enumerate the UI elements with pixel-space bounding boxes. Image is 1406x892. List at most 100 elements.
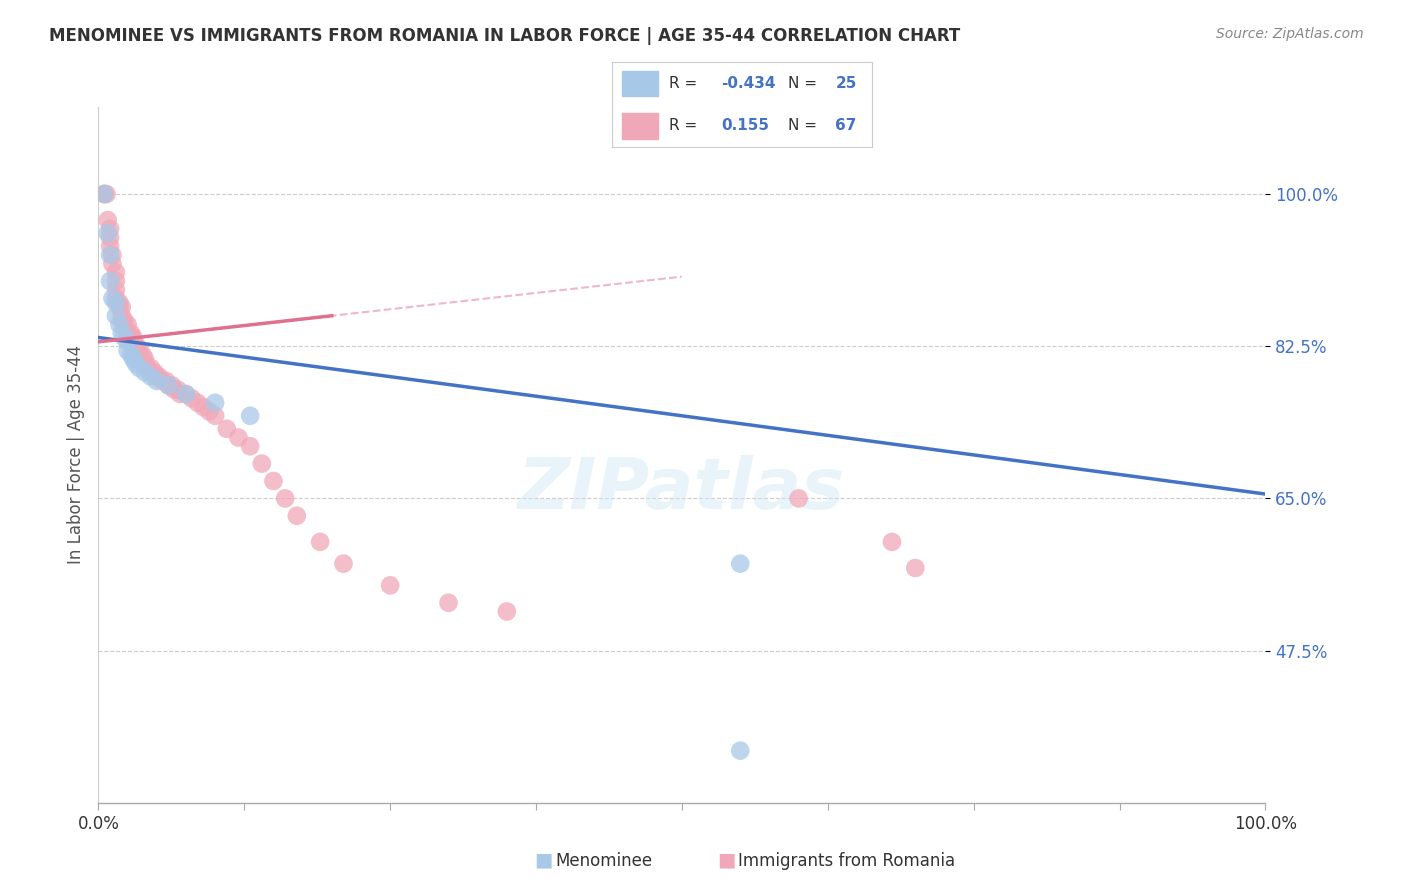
Point <box>155 374 177 388</box>
Point <box>143 365 166 379</box>
Point <box>98 274 121 288</box>
Point <box>111 313 134 327</box>
Point <box>730 744 752 758</box>
Y-axis label: In Labor Force | Age 35-44: In Labor Force | Age 35-44 <box>66 345 84 565</box>
Point <box>120 326 142 340</box>
Point <box>125 339 148 353</box>
Point <box>215 422 238 436</box>
Text: 67: 67 <box>835 119 856 134</box>
Point <box>157 378 180 392</box>
Point <box>193 400 215 414</box>
Point <box>111 300 134 314</box>
Point <box>111 326 134 340</box>
Text: ZIPatlas: ZIPatlas <box>519 455 845 524</box>
Point <box>262 474 284 488</box>
Point <box>104 265 127 279</box>
Point <box>93 186 115 201</box>
Point <box>108 295 131 310</box>
Point <box>117 318 139 332</box>
Point <box>163 383 186 397</box>
Text: 25: 25 <box>835 76 856 91</box>
Point <box>146 369 169 384</box>
Point <box>139 369 162 384</box>
Text: Immigrants from Romania: Immigrants from Romania <box>738 852 955 870</box>
Point <box>101 256 124 270</box>
Text: -0.434: -0.434 <box>721 76 775 91</box>
Point <box>122 352 145 367</box>
Point <box>166 383 188 397</box>
Point <box>104 295 127 310</box>
Point <box>136 360 159 375</box>
Point <box>904 561 927 575</box>
Text: N =: N = <box>789 76 823 91</box>
Point <box>93 186 115 201</box>
Point <box>128 360 150 375</box>
Point <box>132 348 155 362</box>
Point <box>134 357 156 371</box>
Point <box>104 274 127 288</box>
Point <box>98 248 121 262</box>
Point <box>157 378 180 392</box>
Point <box>97 226 120 240</box>
Point <box>101 248 124 262</box>
Text: 0.155: 0.155 <box>721 119 769 134</box>
Point <box>134 365 156 379</box>
Point <box>98 221 121 235</box>
Point <box>285 508 308 523</box>
Point <box>380 578 402 592</box>
Point <box>112 313 135 327</box>
Point <box>174 387 197 401</box>
Point <box>125 357 148 371</box>
Point <box>104 309 127 323</box>
Point <box>93 186 115 201</box>
Text: Source: ZipAtlas.com: Source: ZipAtlas.com <box>1216 27 1364 41</box>
Point <box>496 605 519 619</box>
Point <box>228 430 250 444</box>
Point <box>198 404 221 418</box>
Point <box>787 491 810 506</box>
Point <box>187 395 209 409</box>
Point <box>122 334 145 349</box>
Point <box>169 387 191 401</box>
Point <box>128 343 150 358</box>
Point <box>250 457 273 471</box>
Point <box>101 291 124 305</box>
Point <box>120 330 142 344</box>
Point <box>96 186 118 201</box>
Point <box>122 339 145 353</box>
Point <box>274 491 297 506</box>
Point <box>180 392 202 406</box>
Point <box>98 239 121 253</box>
Text: N =: N = <box>789 119 823 134</box>
Bar <box>621 113 658 139</box>
Point <box>309 534 332 549</box>
Point <box>117 326 139 340</box>
Bar <box>621 71 658 96</box>
Point <box>437 596 460 610</box>
Point <box>134 352 156 367</box>
Point <box>117 334 139 349</box>
Text: ■: ■ <box>534 851 553 870</box>
Point <box>148 369 170 384</box>
Point <box>204 395 226 409</box>
Point <box>139 365 162 379</box>
Text: MENOMINEE VS IMMIGRANTS FROM ROMANIA IN LABOR FORCE | AGE 35-44 CORRELATION CHAR: MENOMINEE VS IMMIGRANTS FROM ROMANIA IN … <box>49 27 960 45</box>
Point <box>174 387 197 401</box>
Point <box>104 291 127 305</box>
Point <box>160 378 183 392</box>
Point <box>108 300 131 314</box>
Point <box>108 318 131 332</box>
Point <box>128 348 150 362</box>
Point <box>98 230 121 244</box>
Point <box>146 374 169 388</box>
Point <box>239 409 262 423</box>
Text: ■: ■ <box>717 851 735 870</box>
Point <box>117 343 139 358</box>
Point <box>122 330 145 344</box>
Point <box>152 374 174 388</box>
Point <box>880 534 903 549</box>
Point <box>112 330 135 344</box>
Point <box>139 360 162 375</box>
Point <box>97 213 120 227</box>
Text: R =: R = <box>669 76 702 91</box>
